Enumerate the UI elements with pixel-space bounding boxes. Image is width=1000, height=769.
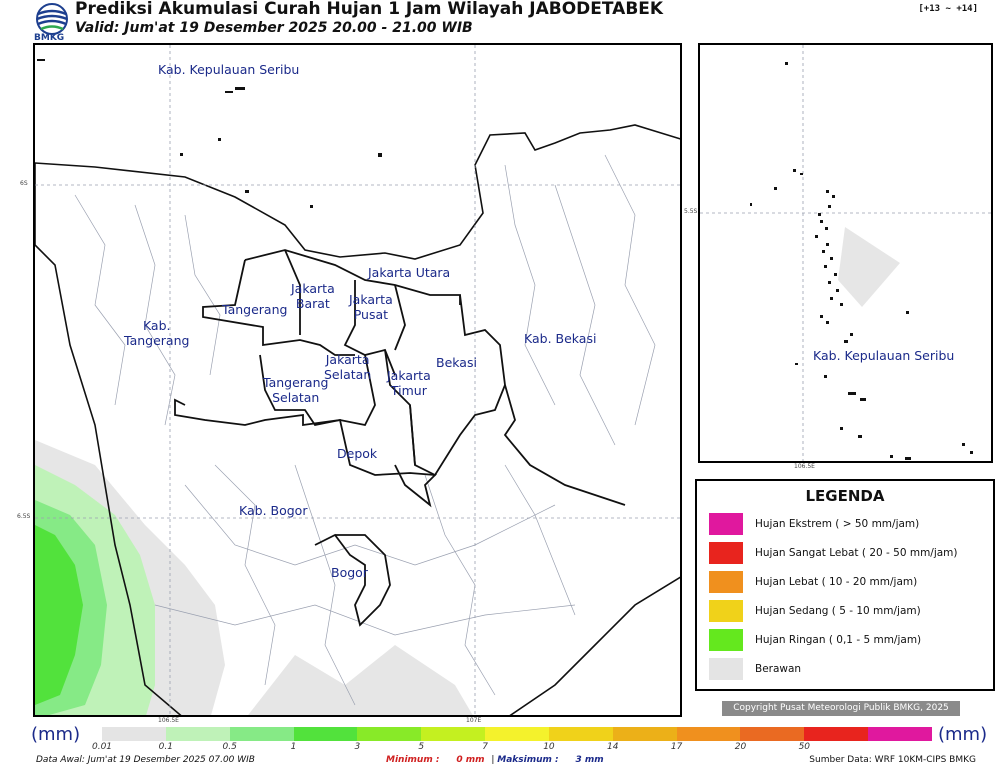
- inset-map-canvas: [700, 45, 991, 461]
- maximum-label: Maksimum :: [497, 755, 559, 765]
- logo-text: BMKG: [34, 33, 65, 43]
- region-label-jakarta-pusat: Jakarta Pusat: [349, 292, 393, 322]
- colorbar-tick-label: 1: [290, 742, 297, 752]
- islands: [37, 59, 382, 208]
- land-outline: [35, 124, 680, 715]
- colorbar-tick-label: 7: [482, 742, 488, 752]
- region-label-kab-bekasi: Kab. Bekasi: [524, 331, 597, 346]
- legend-item-ekstrem: Hujan Ekstrem ( > 50 mm/jam): [709, 513, 919, 535]
- data-awal: Data Awal: Jum'at 19 Desember 2025 07.00…: [36, 755, 255, 765]
- colorbar-ticks: 0.01 0.1 0.5 1 3 5 7 10 14 17 20 50: [92, 742, 932, 754]
- minimum-label: Minimum :: [386, 755, 440, 765]
- colorbar-tick-label: 14: [607, 742, 619, 752]
- main-map: Kab. Kepulauan Seribu Jakarta Utara Jaka…: [33, 43, 682, 717]
- colorbar: [102, 727, 932, 741]
- colorbar-tick-label: 20: [734, 742, 747, 752]
- region-label-bekasi: Bekasi: [436, 355, 477, 370]
- region-label-kab-tangerang: Kab. Tangerang: [124, 318, 190, 348]
- colorbar-unit-right: (mm): [938, 724, 988, 745]
- region-label-bogor: Bogor: [331, 565, 368, 580]
- colorbar-segment: [548, 727, 613, 741]
- colorbar-segment: [293, 727, 358, 741]
- inset-map: Kab. Kepulauan Seribu: [698, 43, 993, 463]
- legend-label: Hujan Sangat Lebat ( 20 - 50 mm/jam): [755, 547, 958, 559]
- colorbar-segment: [676, 727, 741, 741]
- legend-item-ringan: Hujan Ringan ( 0,1 - 5 mm/jam): [709, 629, 921, 651]
- colorbar-segment: [357, 727, 422, 741]
- maximum-value: 3 mm: [575, 755, 604, 765]
- copyright-notice: Copyright Pusat Meteorologi Publik BMKG,…: [722, 701, 960, 716]
- map-grid: [35, 45, 680, 715]
- bmkg-logo: [36, 3, 68, 35]
- inset-grid: [700, 45, 991, 461]
- region-label-kab-bogor: Kab. Bogor: [239, 503, 308, 518]
- colorbar-segment: [102, 727, 166, 741]
- legend-swatch: [709, 513, 743, 535]
- grid-label-lat-left-6-5s: 6.5S: [17, 513, 31, 520]
- colorbar-tick-label: 50: [798, 742, 811, 752]
- colorbar-segment: [421, 727, 486, 741]
- legend-item-berawan: Berawan: [709, 658, 801, 680]
- legend-item-lebat: Hujan Lebat ( 10 - 20 mm/jam): [709, 571, 917, 593]
- colorbar-segment: [165, 727, 230, 741]
- colorbar-segment: [740, 727, 805, 741]
- region-label-jakarta-barat: Jakarta Barat: [291, 281, 335, 311]
- valid-time: Valid: Jum'at 19 Desember 2025 20.00 - 2…: [75, 20, 473, 36]
- inset-islands: [750, 62, 973, 460]
- legend-title: LEGENDA: [805, 487, 885, 505]
- legend-label: Hujan Ekstrem ( > 50 mm/jam): [755, 518, 920, 530]
- colorbar-tick-label: 0.1: [158, 742, 174, 752]
- legend-label: Hujan Sedang ( 5 - 10 mm/jam): [755, 605, 921, 617]
- region-label-jakarta-selatan: Jakarta Selatan: [324, 352, 372, 382]
- inset-grid-label-lon: 106.5E: [794, 463, 815, 470]
- colorbar-tick-label: 5: [418, 742, 425, 752]
- region-label-kep-seribu: Kab. Kepulauan Seribu: [158, 62, 300, 77]
- legend-label: Berawan: [755, 663, 802, 675]
- colorbar-tick-label: 17: [670, 742, 683, 752]
- region-label-jakarta-utara: Jakarta Utara: [368, 265, 451, 280]
- inset-cloud-area: [838, 227, 900, 307]
- colorbar-tick-label: 0.01: [91, 742, 113, 752]
- city-boundaries: [174, 249, 626, 627]
- colorbar-segment: [229, 727, 294, 741]
- main-map-canvas: [35, 45, 680, 715]
- colorbar-tick-label: 0.5: [222, 742, 237, 752]
- forecast-range-tag: [+13 ~ +14]: [918, 4, 978, 14]
- colorbar-tick-label: 10: [543, 742, 555, 752]
- legend-swatch: [709, 542, 743, 564]
- colorbar-tick-label: 3: [354, 742, 361, 752]
- region-label-tangerang: Tangerang: [222, 302, 288, 317]
- grid-label-lon-106-5e: 106.5E: [158, 717, 179, 724]
- legend-swatch: [709, 571, 743, 593]
- colorbar-segment: [804, 727, 869, 741]
- separator: |: [491, 755, 495, 765]
- legend-item-sangat-lebat: Hujan Sangat Lebat ( 20 - 50 mm/jam): [709, 542, 958, 564]
- colorbar-segment: [868, 727, 932, 741]
- legend-label: Hujan Ringan ( 0,1 - 5 mm/jam): [755, 634, 922, 646]
- colorbar-unit-left: (mm): [31, 724, 81, 745]
- grid-label-lat-left-6s: 6S: [20, 180, 28, 187]
- legend-box: LEGENDA Hujan Ekstrem ( > 50 mm/jam) Huj…: [695, 479, 995, 691]
- legend-label: Hujan Lebat ( 10 - 20 mm/jam): [755, 576, 918, 588]
- region-label-tangerang-selatan: Tangerang Selatan: [263, 375, 329, 405]
- colorbar-segment: [485, 727, 549, 741]
- inset-region-label-kep-seribu: Kab. Kepulauan Seribu: [813, 348, 955, 363]
- light-rain-core: [35, 525, 83, 705]
- inset-grid-label-lat: 5.5S: [684, 208, 698, 215]
- legend-swatch: [709, 600, 743, 622]
- page-title: Prediksi Akumulasi Curah Hujan 1 Jam Wil…: [75, 0, 664, 19]
- region-label-depok: Depok: [337, 446, 378, 461]
- region-label-jakarta-timur: Jakarta Timur: [387, 368, 431, 398]
- legend-swatch: [709, 629, 743, 651]
- data-source: Sumber Data: WRF 10KM-CIPS BMKG: [809, 755, 976, 765]
- cloud-area-south: [248, 645, 473, 715]
- colorbar-segment: [612, 727, 677, 741]
- grid-label-lon-107e: 107E: [466, 717, 482, 724]
- legend-item-sedang: Hujan Sedang ( 5 - 10 mm/jam): [709, 600, 921, 622]
- min-max-summary: Minimum : 0 mm | Maksimum : 3 mm: [386, 755, 604, 765]
- legend-swatch: [709, 658, 743, 680]
- minimum-value: 0 mm: [456, 755, 485, 765]
